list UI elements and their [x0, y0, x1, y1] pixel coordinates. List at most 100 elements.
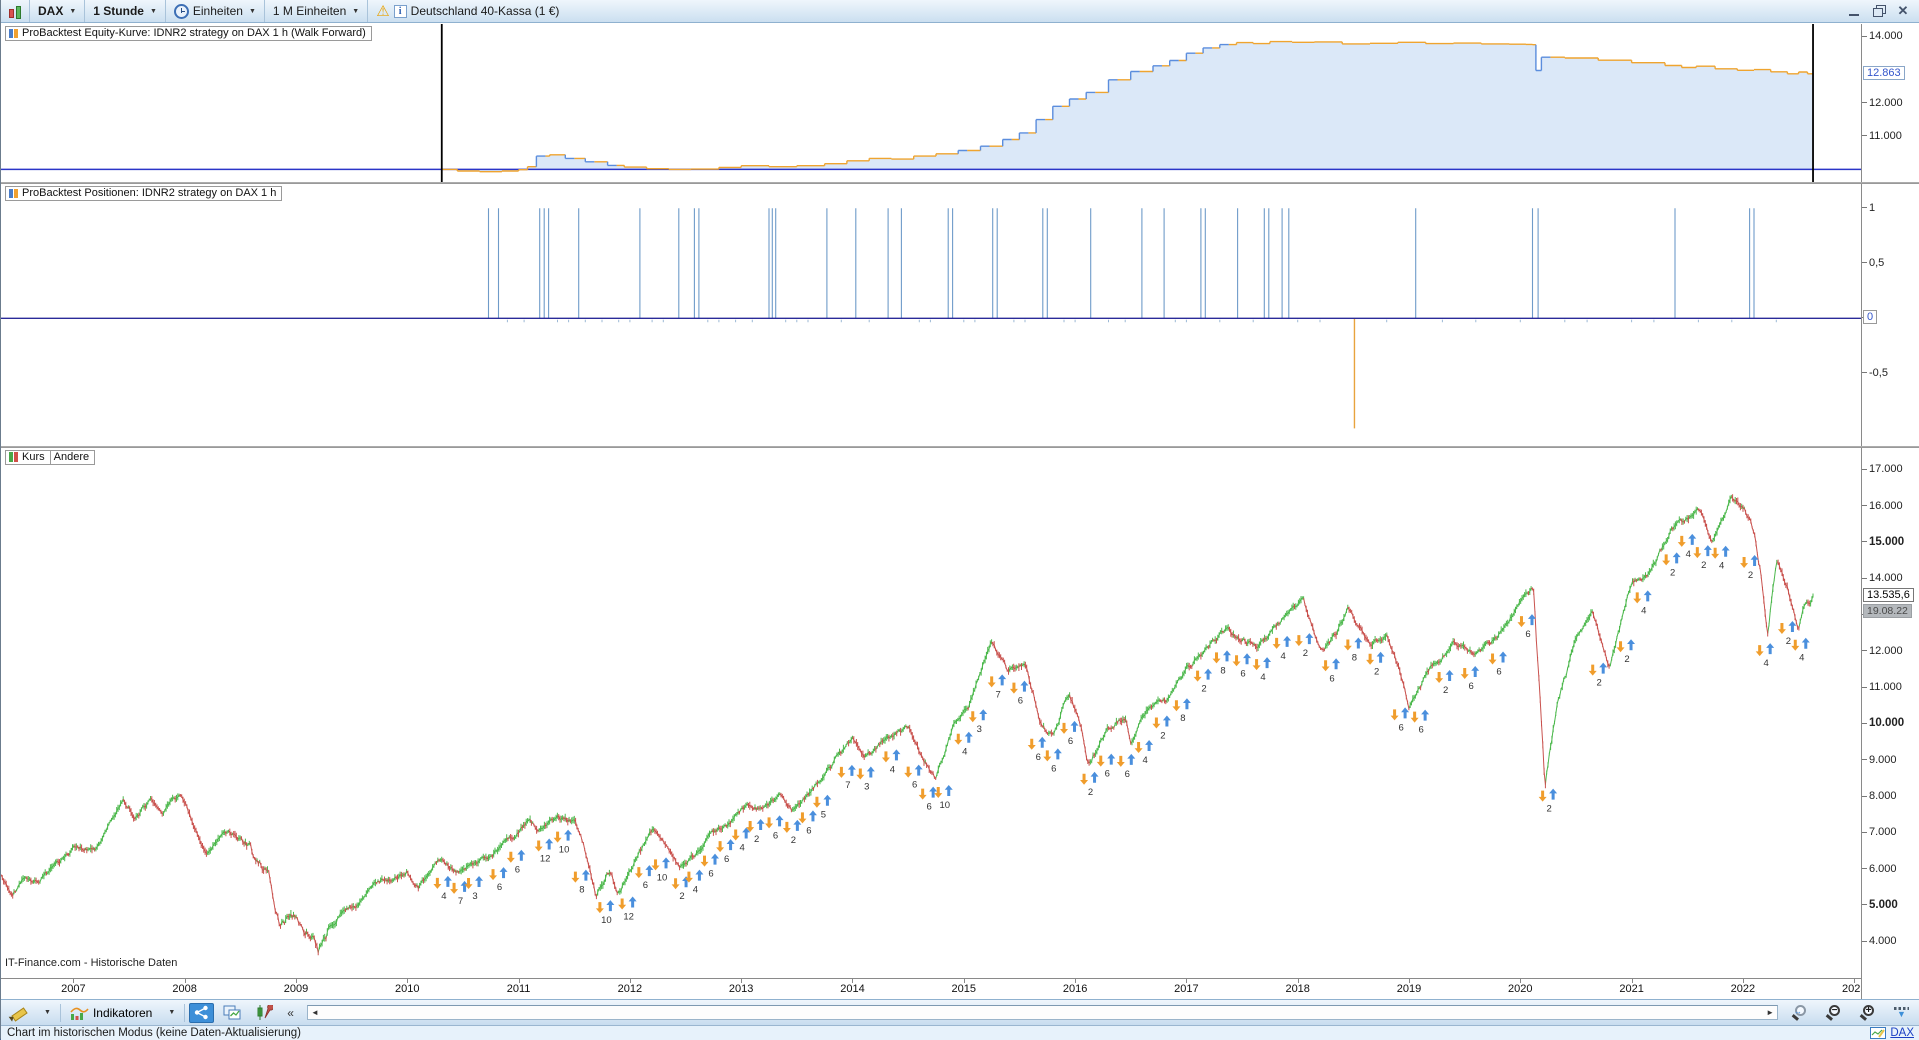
- units-count-dropdown[interactable]: 1 M Einheiten ▼: [265, 0, 369, 22]
- buy-arrow-icon: [1020, 680, 1029, 692]
- draw-tool-button[interactable]: [5, 1003, 33, 1023]
- instrument-dropdown[interactable]: DAX ▼: [30, 0, 86, 22]
- equity-panel-title-chip[interactable]: ProBacktest Equity-Kurve: IDNR2 strategy…: [5, 26, 372, 41]
- positions-panel-title: ProBacktest Positionen: IDNR2 strategy o…: [22, 187, 277, 199]
- positions-plot[interactable]: [1, 184, 1862, 446]
- panel-separator[interactable]: [1, 182, 1919, 184]
- tab-andere[interactable]: Andere: [50, 450, 96, 465]
- sell-arrow-icon: [987, 676, 996, 688]
- trade-marker: 4: [1272, 635, 1292, 662]
- buy-arrow-icon: [964, 731, 973, 743]
- buy-arrow-icon: [1672, 552, 1681, 564]
- sell-arrow-icon: [1321, 660, 1330, 672]
- sell-arrow-icon: [954, 733, 963, 745]
- axis-tick-label: 5.000: [1862, 899, 1898, 911]
- restore-button[interactable]: [1872, 5, 1886, 17]
- sell-arrow-icon: [1294, 635, 1303, 647]
- trade-qty-label: 7: [458, 896, 463, 907]
- chart-scrollbar[interactable]: ◄ ►: [306, 1005, 1778, 1020]
- panel-separator[interactable]: [1, 446, 1919, 448]
- equity_curve-plot[interactable]: [1, 24, 1862, 182]
- collapse-toolbar-button[interactable]: «: [282, 1003, 299, 1023]
- info-icon[interactable]: i: [393, 4, 407, 18]
- dock-icon: ▼: [1893, 1005, 1911, 1021]
- buy-arrow-icon: [1445, 670, 1454, 681]
- close-button[interactable]: ✕: [1897, 3, 1909, 18]
- time-axis[interactable]: 2007 2008 2009 2010 2011 2012 2013 2014 2015 2016…: [1, 978, 1866, 999]
- dropdown-caret-icon: ▼: [149, 7, 157, 15]
- trade-qty-label: 4: [1142, 755, 1147, 766]
- scroll-right-icon[interactable]: ►: [1766, 1008, 1774, 1017]
- indicators-caret-button[interactable]: ▼: [161, 1003, 180, 1023]
- trade-marker: 2: [1616, 639, 1636, 665]
- zoom-in-button[interactable]: +: [1854, 1003, 1884, 1023]
- dock-panel-button[interactable]: ▼: [1888, 1003, 1916, 1023]
- sell-arrow-icon: [1212, 652, 1221, 664]
- indicators-button[interactable]: Indikatoren: [65, 1003, 157, 1023]
- draw-tool-caret-button[interactable]: ▼: [37, 1003, 56, 1023]
- trade-qty-label: 2: [1303, 648, 1308, 659]
- trade-qty-label: 4: [693, 885, 698, 896]
- scroll-left-icon[interactable]: ◄: [310, 1008, 319, 1017]
- watermark-text: IT-Finance.com - Historische Daten: [5, 957, 177, 969]
- buy-arrow-icon: [1223, 650, 1232, 662]
- long-position-spikes: [487, 208, 1755, 319]
- trade-marker: 6: [765, 815, 784, 841]
- zoom-out-button[interactable]: −: [1820, 1003, 1850, 1023]
- warning-icon[interactable]: ⚠: [376, 2, 390, 20]
- time-axis-year-label: 2010: [395, 983, 420, 995]
- buy-arrow-icon: [793, 819, 802, 831]
- status-instrument-link[interactable]: DAX: [1890, 1027, 1914, 1039]
- trade-qty-label: 2: [679, 891, 684, 902]
- time-axis-year-label: 2019: [1396, 983, 1422, 995]
- trade-marker: 4: [881, 749, 901, 775]
- zoom-fit-button[interactable]: ↔: [1786, 1003, 1816, 1023]
- chart-windows-button[interactable]: [218, 1003, 246, 1023]
- buy-arrow-icon: [866, 766, 875, 778]
- time-axis-tick: [407, 979, 409, 983]
- price-panel[interactable]: Kurs Andere 4 7 3 6 6 12 10 8 10 12 6 10 2 4 6 6 4 2 6 2 6 5 7…: [1, 448, 1862, 978]
- sell-arrow-icon: [1252, 659, 1261, 671]
- trade-marker: 2: [1080, 771, 1099, 798]
- time-axis-year-label: 2008: [172, 983, 197, 995]
- trade-qty-label: 8: [1220, 665, 1225, 676]
- axis-tick-label: 8.000: [1862, 790, 1897, 802]
- sell-arrow-icon: [571, 871, 580, 883]
- timeframe-dropdown[interactable]: 1 Stunde ▼: [85, 0, 166, 22]
- value-axis[interactable]: 14.000 12.000 11.000 1 0,5 0 -0,5 17.000 16.000 1…: [1862, 24, 1919, 998]
- time-axis-year-label: 2013: [728, 983, 754, 995]
- equity-curve-panel[interactable]: ProBacktest Equity-Kurve: IDNR2 strategy…: [1, 24, 1862, 182]
- positions-panel-title-chip[interactable]: ProBacktest Positionen: IDNR2 strategy o…: [5, 186, 283, 201]
- dropdown-caret-icon: ▼: [352, 7, 360, 15]
- status-message: Chart im historischen Modus (keine Daten…: [7, 1027, 302, 1039]
- trade-marker: 2: [1662, 552, 1681, 578]
- sell-arrow-icon: [1791, 639, 1800, 651]
- buy-arrow-icon: [998, 674, 1007, 686]
- trade-qty-label: 2: [1160, 731, 1165, 742]
- trade-qty-label: 6: [1469, 681, 1474, 692]
- trade-marker: 4: [1711, 545, 1730, 572]
- dropdown-caret-icon: ▼: [44, 1009, 51, 1016]
- positions-panel[interactable]: ProBacktest Positionen: IDNR2 strategy o…: [1, 184, 1862, 446]
- trade-marker: 6: [1096, 753, 1116, 780]
- sell-arrow-icon: [1633, 592, 1642, 604]
- sell-arrow-icon: [1172, 700, 1181, 712]
- trade-qty-label: 3: [864, 782, 869, 793]
- buy-arrow-icon: [711, 853, 720, 865]
- share-button[interactable]: [189, 1002, 215, 1023]
- time-axis-tick: [1075, 979, 1077, 983]
- status-bar: Chart im historischen Modus (keine Daten…: [1, 1025, 1919, 1040]
- backtest-button[interactable]: [250, 1003, 278, 1023]
- buy-arrow-icon: [1354, 637, 1363, 649]
- trade-qty-label: 10: [559, 845, 570, 856]
- tab-kurs[interactable]: Kurs: [5, 450, 51, 465]
- chart-type-button[interactable]: [1, 0, 30, 22]
- trade-marker: 10: [934, 784, 953, 811]
- units-dropdown[interactable]: Einheiten ▼: [166, 0, 265, 22]
- axis-border: [1861, 24, 1862, 999]
- trade-marker: 6: [1410, 709, 1430, 736]
- trade-qty-label: 2: [1701, 560, 1706, 571]
- minimize-button[interactable]: [1848, 5, 1862, 17]
- time-axis-tick: [629, 979, 631, 983]
